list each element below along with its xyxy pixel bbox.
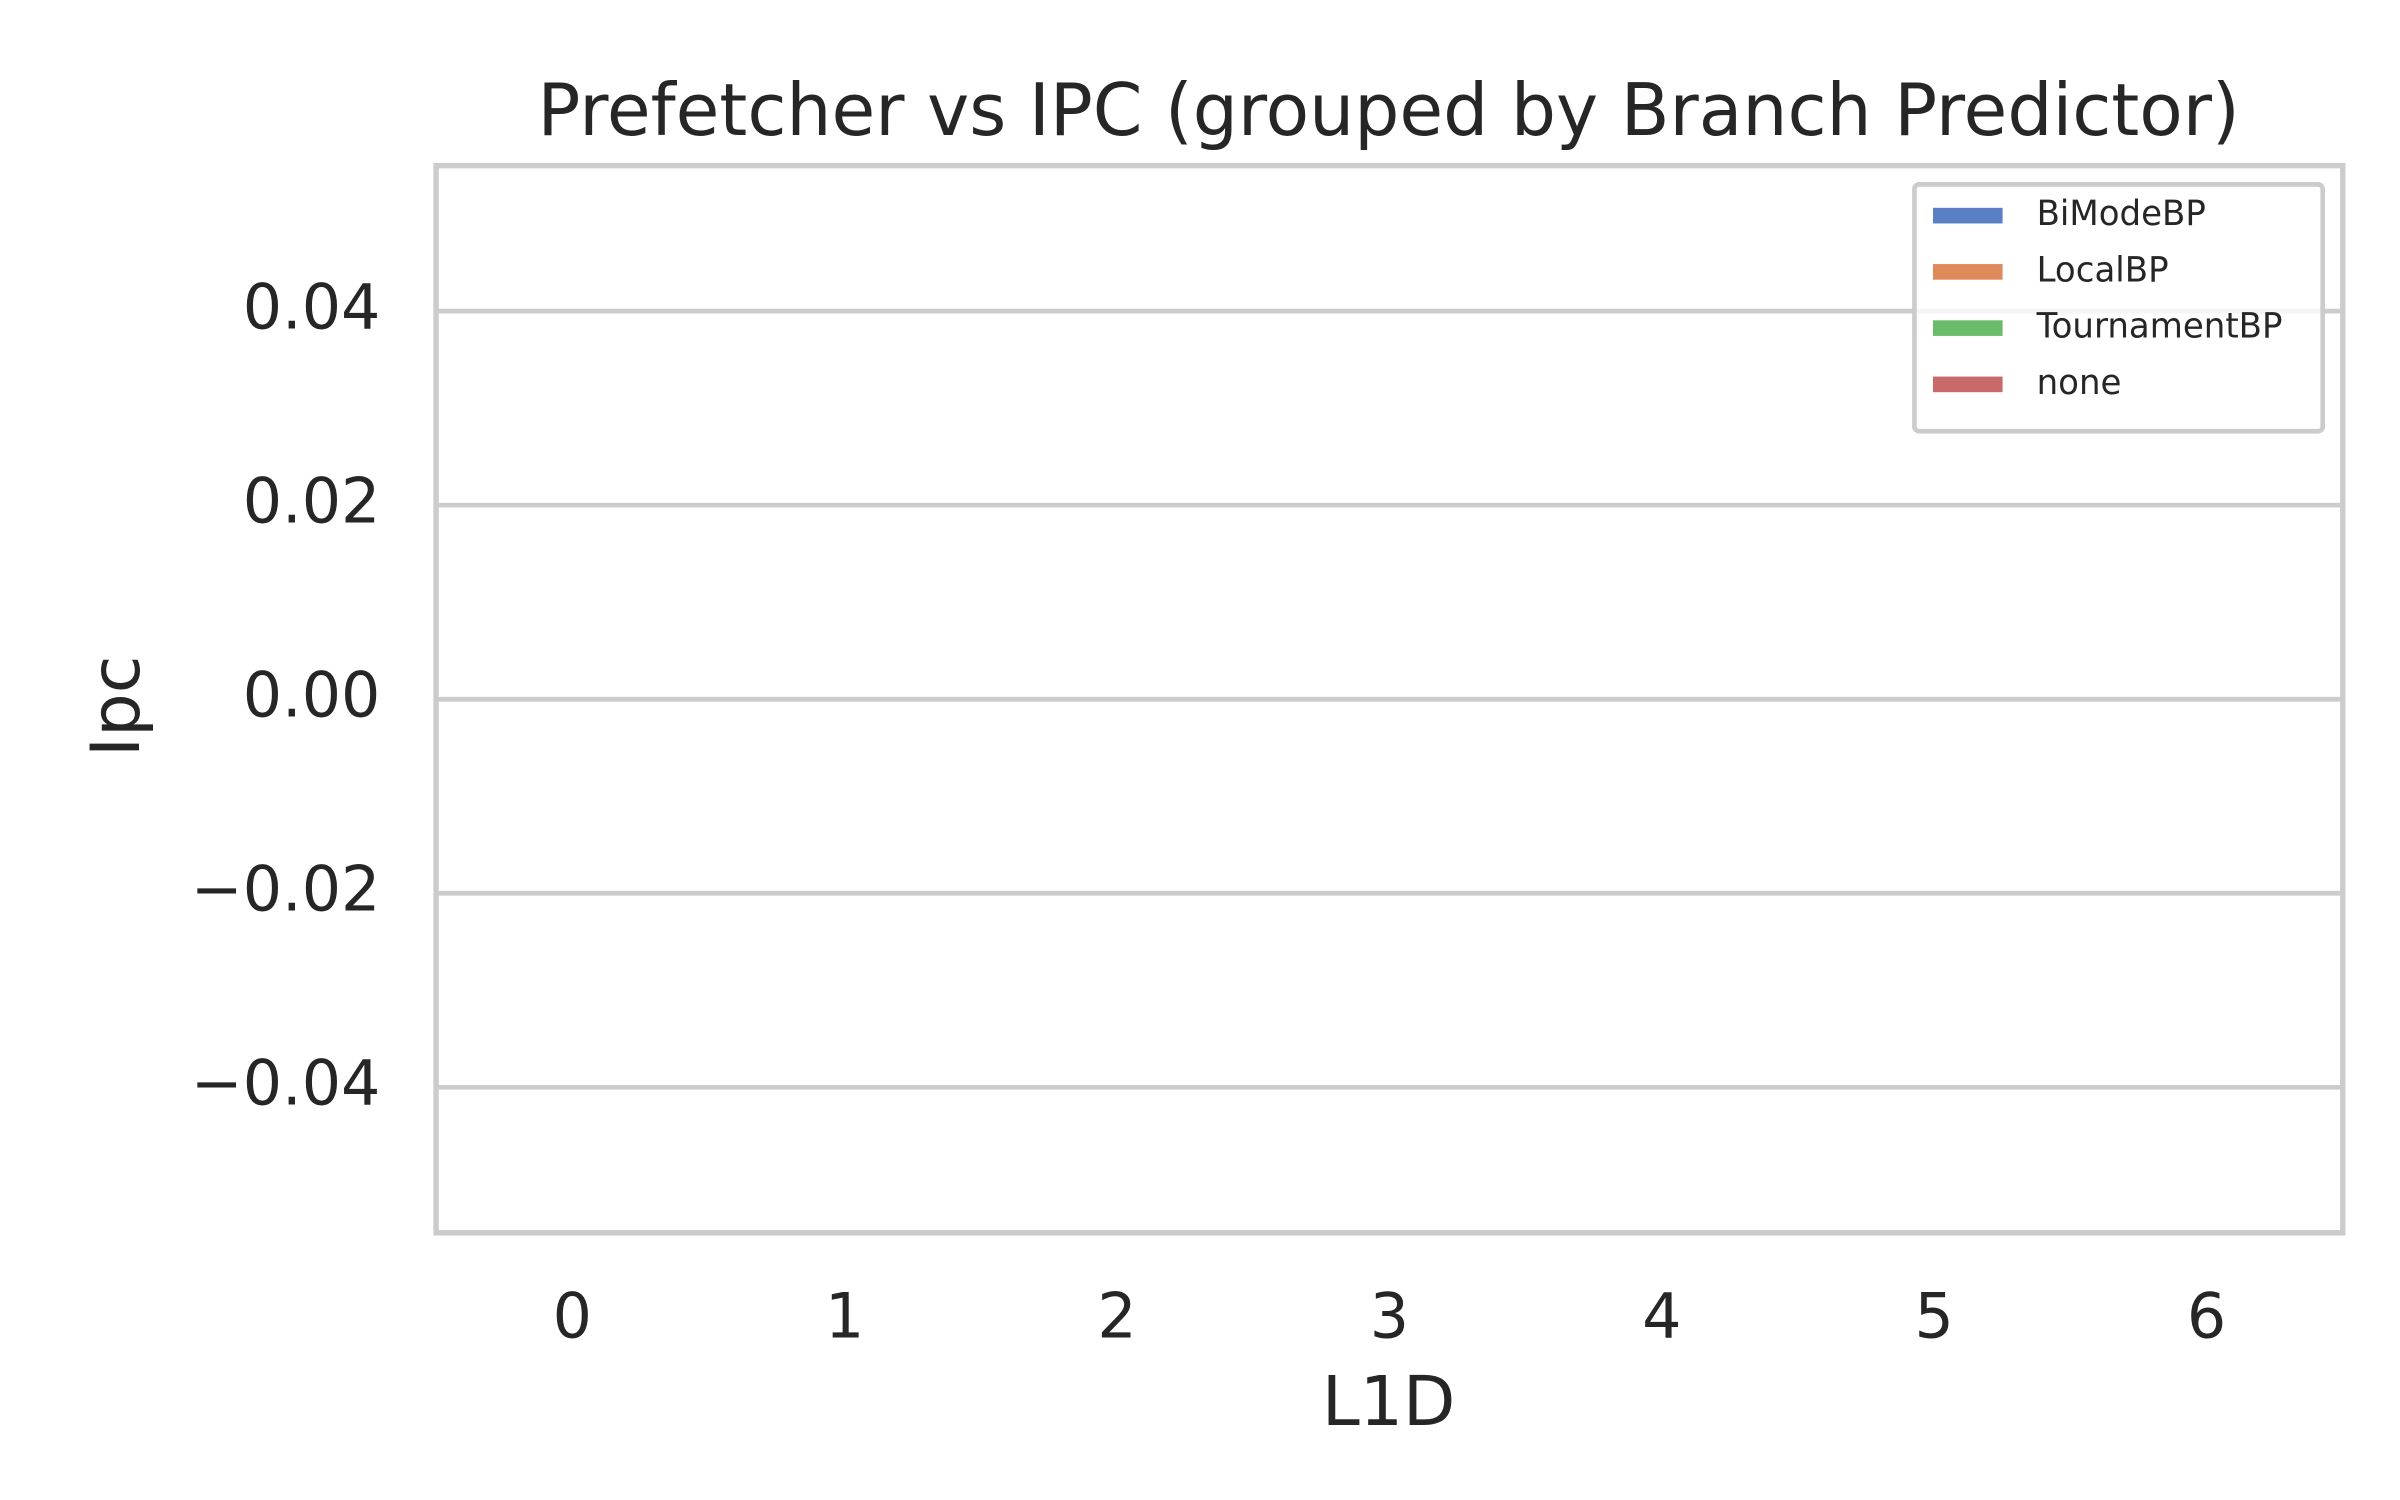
legend-swatch [1932,207,2003,224]
x-tick-label: 5 [1915,1279,1954,1352]
x-tick-label: 0 [553,1279,592,1352]
y-tick-label: −0.04 [191,1046,380,1119]
legend-label: BiModeBP [2037,194,2206,234]
y-tick-label: 0.02 [243,464,381,537]
legend: BiModeBP LocalBP TournamentBP none [1912,182,2325,434]
y-tick-label: −0.02 [191,852,380,925]
legend-swatch [1932,320,2003,336]
y-tick-label: 0.04 [243,270,381,343]
legend-swatch [1932,376,2003,393]
legend-label: TournamentBP [2036,307,2283,347]
x-tick-label: 2 [1097,1279,1136,1352]
x-axis-label: L1D [1322,1363,1456,1442]
legend-swatch [1932,264,2003,280]
legend-label: LocalBP [2037,250,2169,290]
x-tick-label: 6 [2187,1279,2226,1352]
x-tick-label: 3 [1370,1279,1409,1352]
y-tick-label: 0.00 [243,658,381,731]
grid [436,308,2343,1090]
y-axis-label: Ipc [77,655,156,757]
chart-title: Prefetcher vs IPC (grouped by Branch Pre… [538,69,2240,152]
x-tick-label: 4 [1642,1279,1681,1352]
legend-box [1912,182,2325,434]
plot-frame [433,162,2346,1236]
x-tick-label: 1 [825,1279,864,1352]
legend-label: none [2037,363,2122,403]
